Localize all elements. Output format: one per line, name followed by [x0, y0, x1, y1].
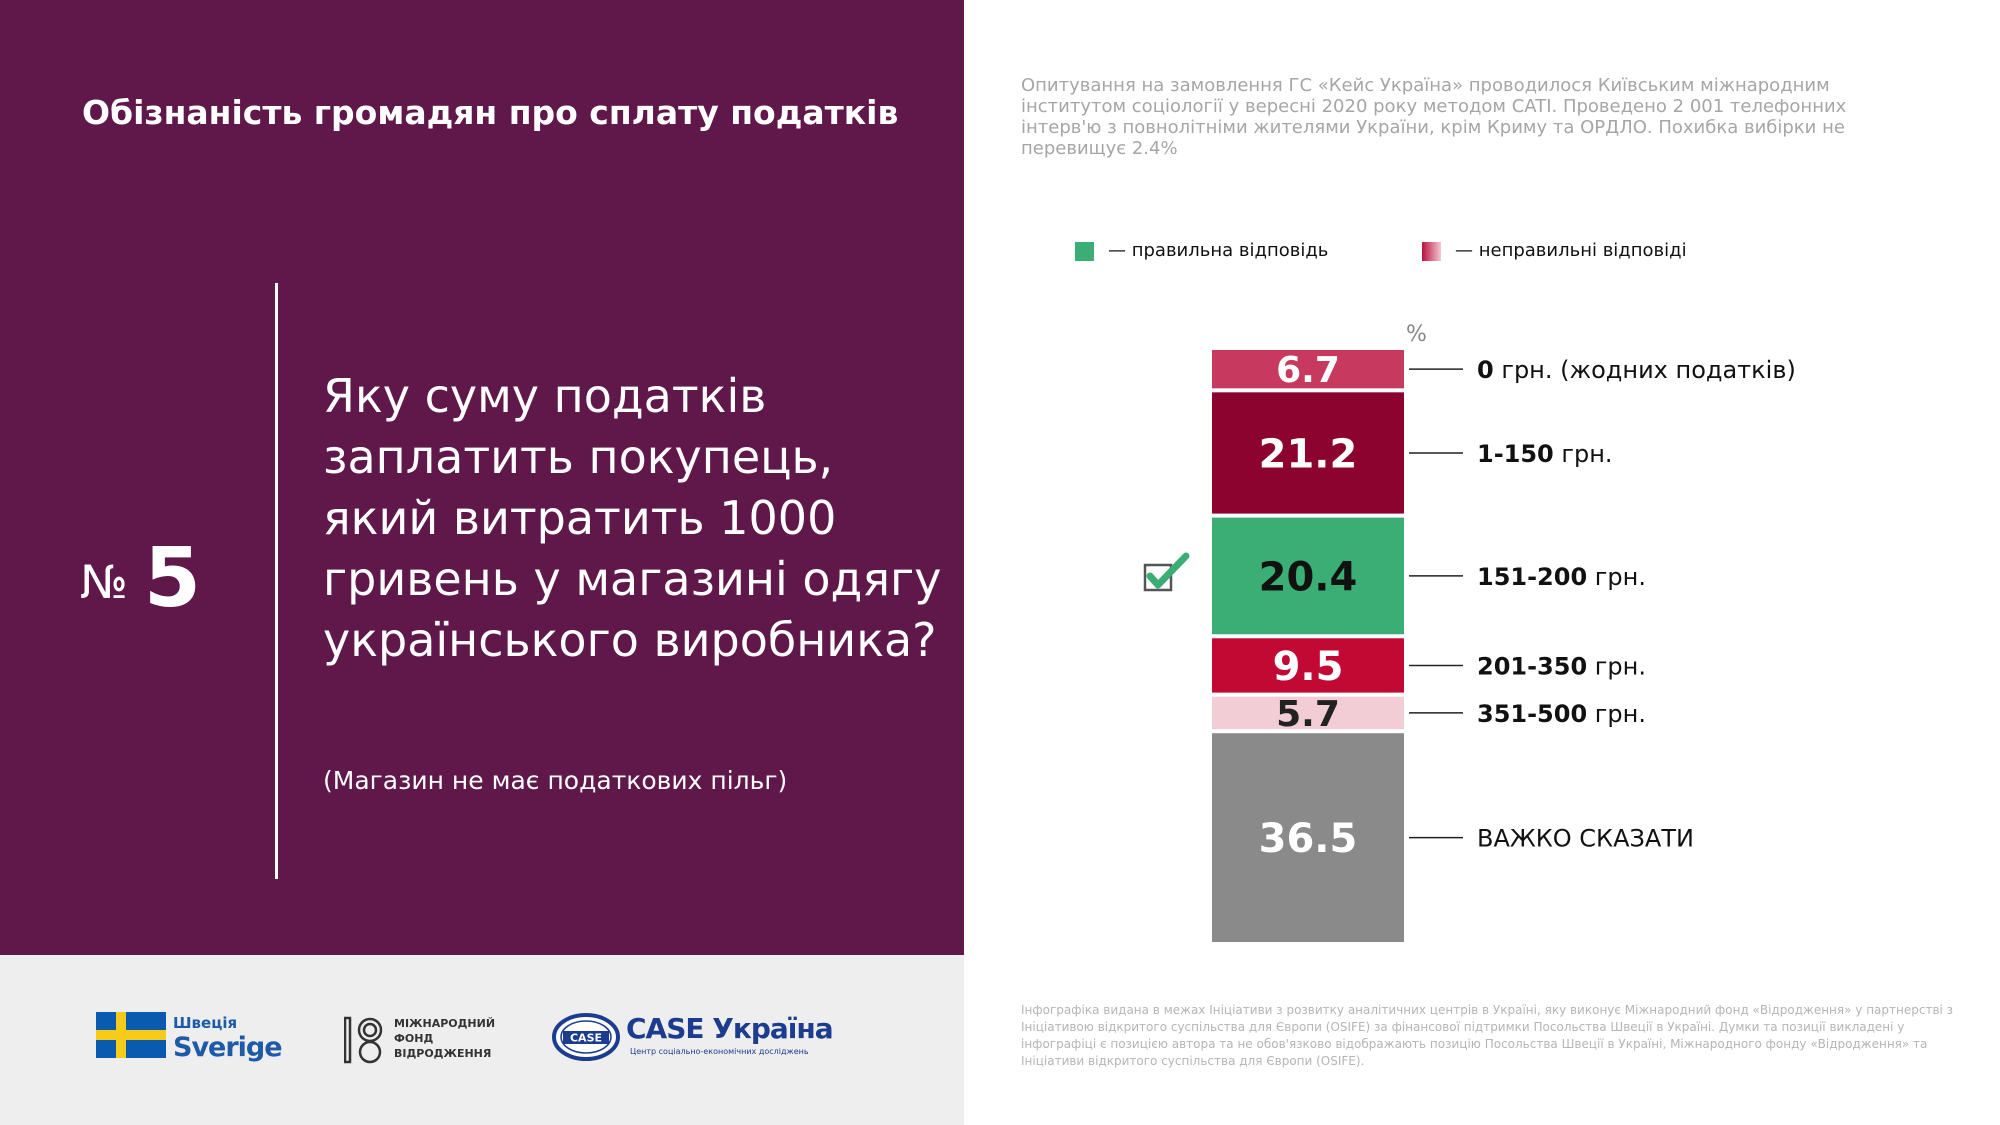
unit-label: %	[1406, 322, 1427, 347]
legend-correct-swatch	[1075, 242, 1094, 261]
legend-wrong-label: — неправильні відповіді	[1455, 240, 1687, 261]
category-label: 351-500 грн.	[1477, 700, 1646, 728]
irf-logo-text: МІЖНАРОДНИЙ ФОНД ВІДРОДЖЕННЯ	[394, 1017, 496, 1060]
irf-logo-icon	[344, 1016, 383, 1064]
case-logo-icon: CASE	[552, 1013, 620, 1061]
bar-segment	[1212, 517, 1404, 635]
question-number: № 5	[80, 531, 201, 626]
number-value: 5	[143, 531, 201, 626]
bar-value-label: 6.7	[1276, 350, 1340, 391]
svg-text:CASE: CASE	[570, 1032, 602, 1045]
sweden-logo-line1: Швеція	[173, 1014, 238, 1032]
question-text: Яку суму податків заплатить покупець, як…	[323, 369, 942, 667]
case-logo-name: CASE Україна	[626, 1012, 834, 1045]
divider	[275, 283, 278, 879]
disclaimer: Інфографіка видана в межах Ініціативи з …	[1021, 1003, 1954, 1068]
bar-segment	[1212, 350, 1404, 389]
category-label: 1-150 грн.	[1477, 440, 1613, 468]
sweden-logo-line2: Sverige	[173, 1032, 283, 1063]
question-note: (Магазин не має податкових пільг)	[323, 766, 788, 795]
bar-segment	[1212, 696, 1404, 730]
bar-value-label: 36.5	[1259, 816, 1358, 862]
bar-segment	[1212, 392, 1404, 514]
category-label: 0 грн. (жодних податків)	[1477, 356, 1796, 384]
category-label: 201-350 грн.	[1477, 652, 1646, 680]
question-panel	[0, 0, 964, 955]
legend-correct-label: — правильна відповідь	[1108, 240, 1329, 261]
number-sign: №	[80, 555, 128, 609]
bar-value-label: 21.2	[1259, 431, 1358, 477]
bar-value-label: 9.5	[1273, 644, 1344, 690]
checkbox-check-icon	[1143, 552, 1190, 592]
category-label: 151-200 грн.	[1477, 563, 1646, 591]
legend-wrong-swatch	[1422, 242, 1441, 261]
page-title: Обізнаність громадян про сплату податків	[82, 93, 899, 132]
bar-value-label: 20.4	[1259, 554, 1358, 600]
bar-value-label: 5.7	[1276, 694, 1340, 735]
sweden-flag-icon	[96, 1012, 166, 1058]
survey-methodology-note: Опитування на замовлення ГС «Кейс Україн…	[1021, 75, 1847, 159]
category-label: ВАЖКО СКАЗАТИ	[1477, 825, 1694, 853]
bar-segment	[1212, 733, 1404, 942]
case-logo-subtitle: Центр соціально-економічних досліджень	[630, 1047, 809, 1056]
bar-segment	[1212, 638, 1404, 693]
